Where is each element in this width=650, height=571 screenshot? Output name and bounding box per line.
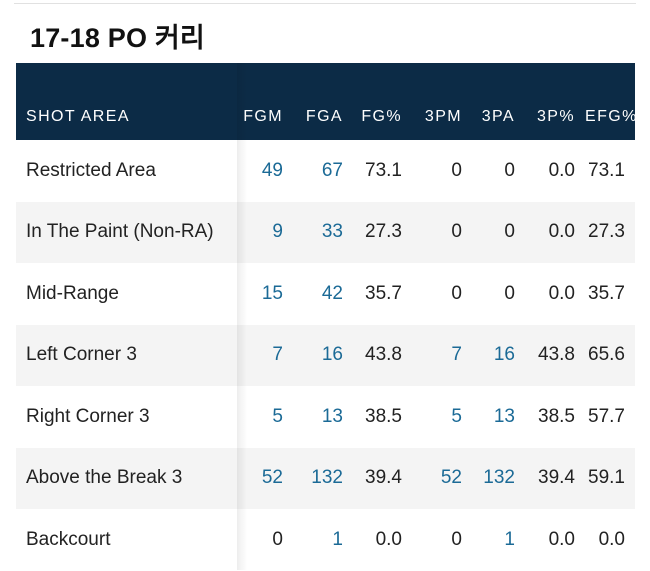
table-header-row: SHOT AREA FGM FGA FG% 3PM 3PA 3P% EFG%	[16, 63, 638, 140]
cell-3pa: 0	[504, 221, 515, 243]
table-row: Mid-Range 15 42 35.7 0 0 0.0 35.7	[16, 263, 635, 325]
cell-fga[interactable]: 33	[321, 221, 343, 243]
header-fga[interactable]: FGA	[305, 108, 343, 125]
cell-efg-pct: 59.1	[588, 467, 625, 489]
cell-fgm[interactable]: 52	[261, 467, 283, 489]
cell-3pa[interactable]: 132	[483, 467, 515, 489]
cell-fgm[interactable]: 15	[261, 282, 283, 304]
header-shot-area[interactable]: SHOT AREA	[26, 108, 130, 125]
cell-fga[interactable]: 16	[321, 344, 343, 366]
cell-shot-area: Mid-Range	[26, 282, 119, 304]
header-3pa[interactable]: 3PA	[481, 108, 515, 125]
header-fgm[interactable]: FGM	[243, 108, 283, 125]
cell-3p-pct: 0.0	[548, 159, 575, 181]
cell-3pa: 0	[504, 159, 515, 181]
cell-shot-area: In The Paint (Non-RA)	[26, 221, 214, 243]
table-row: Above the Break 3 52 132 39.4 52 132 39.…	[16, 447, 635, 509]
cell-3p-pct: 0.0	[548, 221, 575, 243]
cell-efg-pct: 65.6	[588, 344, 625, 366]
cell-fga[interactable]: 42	[321, 282, 343, 304]
cell-efg-pct: 35.7	[588, 282, 625, 304]
cell-fg-pct: 43.8	[365, 344, 402, 366]
cell-3pm[interactable]: 7	[451, 344, 462, 366]
cell-3p-pct: 38.5	[538, 405, 575, 427]
cell-3pm: 0	[451, 282, 462, 304]
cell-3p-pct: 0.0	[548, 528, 575, 550]
cell-fg-pct: 27.3	[365, 221, 402, 243]
table-row: In The Paint (Non-RA) 9 33 27.3 0 0 0.0 …	[16, 201, 635, 263]
cell-efg-pct: 73.1	[588, 159, 625, 181]
cell-fgm[interactable]: 9	[272, 221, 283, 243]
cell-fg-pct: 73.1	[365, 159, 402, 181]
cell-shot-area: Left Corner 3	[26, 344, 137, 366]
cell-3p-pct: 0.0	[548, 282, 575, 304]
cell-3pa[interactable]: 1	[504, 528, 515, 550]
shot-area-table: SHOT AREA FGM FGA FG% 3PM 3PA 3P% EFG% R…	[16, 63, 638, 571]
cell-3pm: 0	[451, 528, 462, 550]
cell-3pa: 0	[504, 282, 515, 304]
cell-fg-pct: 39.4	[365, 467, 402, 489]
cell-3pa[interactable]: 16	[493, 344, 515, 366]
cell-fgm[interactable]: 5	[272, 405, 283, 427]
header-efg-pct[interactable]: EFG%	[585, 108, 638, 125]
top-divider	[14, 3, 636, 4]
table-row: Restricted Area 49 67 73.1 0 0 0.0 73.1	[16, 140, 635, 202]
cell-efg-pct: 0.0	[598, 528, 625, 550]
cell-3pm: 0	[451, 221, 462, 243]
table-row: Backcourt 0 1 0.0 0 1 0.0 0.0	[16, 509, 635, 571]
cell-3pm: 0	[451, 159, 462, 181]
cell-3pm[interactable]: 52	[440, 467, 462, 489]
cell-shot-area: Above the Break 3	[26, 467, 183, 489]
cell-shot-area: Right Corner 3	[26, 405, 150, 427]
header-3p-pct[interactable]: 3P%	[537, 108, 575, 125]
cell-fgm[interactable]: 7	[272, 344, 283, 366]
cell-3pm[interactable]: 5	[451, 405, 462, 427]
header-3pm[interactable]: 3PM	[424, 108, 462, 125]
cell-fga[interactable]: 132	[311, 467, 343, 489]
cell-fgm: 0	[272, 528, 283, 550]
cell-fgm[interactable]: 49	[261, 159, 283, 181]
cell-3p-pct: 43.8	[538, 344, 575, 366]
cell-3pa[interactable]: 13	[493, 405, 515, 427]
cell-fga[interactable]: 1	[332, 528, 343, 550]
header-fg-pct[interactable]: FG%	[361, 108, 402, 125]
table-row: Right Corner 3 5 13 38.5 5 13 38.5 57.7	[16, 386, 635, 448]
cell-shot-area: Backcourt	[26, 528, 111, 550]
cell-3p-pct: 39.4	[538, 467, 575, 489]
cell-efg-pct: 27.3	[588, 221, 625, 243]
cell-fg-pct: 0.0	[375, 528, 402, 550]
page-title: 17-18 PO 커리	[30, 23, 205, 53]
cell-fg-pct: 35.7	[365, 282, 402, 304]
shot-area-table-container: SHOT AREA FGM FGA FG% 3PM 3PA 3P% EFG% R…	[16, 63, 638, 571]
cell-fga[interactable]: 13	[321, 405, 343, 427]
table-row: Left Corner 3 7 16 43.8 7 16 43.8 65.6	[16, 324, 635, 386]
cell-fga[interactable]: 67	[321, 159, 343, 181]
cell-fg-pct: 38.5	[365, 405, 402, 427]
cell-efg-pct: 57.7	[588, 405, 625, 427]
cell-shot-area: Restricted Area	[26, 159, 156, 181]
